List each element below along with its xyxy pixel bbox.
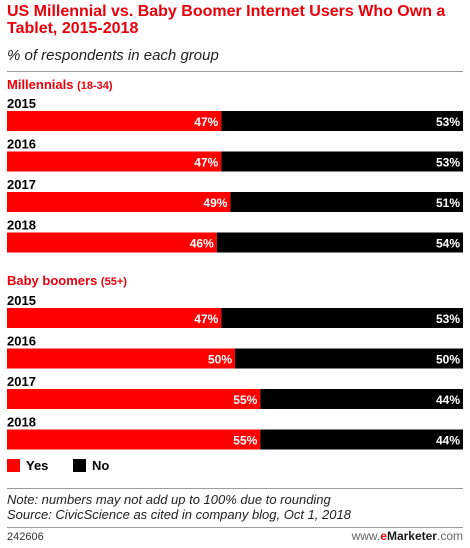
legend-swatch-yes xyxy=(7,459,20,472)
brand-prefix: www. xyxy=(351,529,381,543)
bar-yes-baby-boomers-2015 xyxy=(7,308,222,328)
group-range-millennials: (18-34) xyxy=(77,80,113,92)
chart-subtitle: % of respondents in each group xyxy=(7,47,219,64)
bottom-divider xyxy=(7,527,463,528)
value-label-no-millennials-2016: 53% xyxy=(436,156,460,170)
value-label-no-baby-boomers-2015: 53% xyxy=(436,312,460,326)
brand-logo: www.eMarketer.com xyxy=(352,529,463,543)
year-label-millennials-2017: 2017 xyxy=(7,177,36,192)
bar-yes-millennials-2017 xyxy=(7,192,231,212)
bar-no-baby-boomers-2018 xyxy=(260,429,463,450)
bar-yes-baby-boomers-2018 xyxy=(7,429,261,450)
value-label-no-baby-boomers-2018: 44% xyxy=(436,434,460,448)
brand-e: e xyxy=(380,529,387,543)
year-label-baby-boomers-2015: 2015 xyxy=(7,293,36,308)
bar-no-baby-boomers-2016 xyxy=(235,348,463,369)
value-label-yes-millennials-2018: 46% xyxy=(190,237,214,251)
bar-no-millennials-2015 xyxy=(221,111,463,131)
value-label-yes-baby-boomers-2015: 47% xyxy=(194,312,218,326)
value-label-yes-baby-boomers-2016: 50% xyxy=(208,353,232,367)
brand-suffix: .com xyxy=(436,529,463,543)
value-label-no-millennials-2017: 51% xyxy=(436,196,460,210)
bar-no-millennials-2017 xyxy=(230,192,463,212)
brand-name: Marketer xyxy=(386,529,437,543)
bar-no-baby-boomers-2015 xyxy=(221,308,463,328)
year-label-baby-boomers-2017: 2017 xyxy=(7,374,36,389)
value-label-yes-millennials-2017: 49% xyxy=(203,196,227,210)
group-label-millennials: Millennials (18-34) xyxy=(7,77,113,92)
footnote-divider xyxy=(7,488,463,489)
value-label-no-baby-boomers-2017: 44% xyxy=(436,393,460,407)
bar-no-baby-boomers-2017 xyxy=(260,389,463,409)
value-label-no-millennials-2018: 54% xyxy=(436,237,460,251)
value-label-no-millennials-2015: 53% xyxy=(436,115,460,129)
chart-id: 242606 xyxy=(7,531,44,543)
chart-title: US Millennial vs. Baby Boomer Internet U… xyxy=(7,3,446,37)
legend-label-yes: Yes xyxy=(26,458,48,473)
bar-no-millennials-2018 xyxy=(216,232,463,253)
footnote-note: Note: numbers may not add up to 100% due… xyxy=(7,492,331,507)
bar-yes-millennials-2016 xyxy=(7,151,222,172)
year-label-millennials-2016: 2016 xyxy=(7,137,36,152)
group-label-baby-boomers: Baby boomers (55+) xyxy=(7,273,127,288)
value-label-yes-millennials-2015: 47% xyxy=(194,115,218,129)
bar-yes-baby-boomers-2017 xyxy=(7,389,261,409)
value-label-yes-baby-boomers-2018: 55% xyxy=(233,434,257,448)
year-label-millennials-2015: 2015 xyxy=(7,96,36,111)
legend-label-no: No xyxy=(92,458,109,473)
year-label-baby-boomers-2016: 2016 xyxy=(7,334,36,349)
legend-swatch-no xyxy=(73,459,86,472)
value-label-yes-millennials-2016: 47% xyxy=(194,156,218,170)
bar-yes-baby-boomers-2016 xyxy=(7,348,235,369)
footnote-source: Source: CivicScience as cited in company… xyxy=(7,507,351,522)
group-range-baby-boomers: (55+) xyxy=(101,276,127,288)
top-divider xyxy=(7,71,463,72)
bar-yes-millennials-2015 xyxy=(7,111,222,131)
year-label-baby-boomers-2018: 2018 xyxy=(7,415,36,430)
value-label-yes-baby-boomers-2017: 55% xyxy=(233,393,257,407)
bar-yes-millennials-2018 xyxy=(7,232,217,253)
value-label-no-baby-boomers-2016: 50% xyxy=(436,353,460,367)
year-label-millennials-2018: 2018 xyxy=(7,218,36,233)
stacked-bar-chart: Millennials (18-34) 2015 47% 53% 2016 47% 53% 2… xyxy=(7,77,463,473)
bar-no-millennials-2016 xyxy=(221,151,463,172)
